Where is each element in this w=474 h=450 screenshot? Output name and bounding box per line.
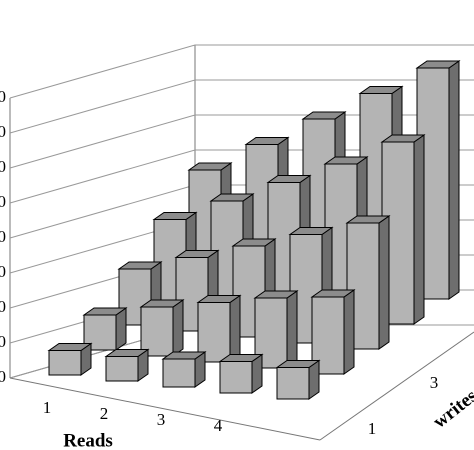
x-tick-label: 1 xyxy=(43,398,52,417)
bar xyxy=(139,299,185,357)
bar-front xyxy=(162,358,196,388)
bar-side xyxy=(286,290,298,369)
x-tick-label: 3 xyxy=(157,410,166,429)
bar xyxy=(218,353,264,394)
bar-side xyxy=(413,134,425,325)
bar xyxy=(161,351,207,388)
bar xyxy=(47,342,93,376)
bar-side xyxy=(172,299,184,357)
bar-side xyxy=(378,215,390,350)
bar-side xyxy=(343,289,355,375)
x-tick-label: 4 xyxy=(214,416,223,435)
bar xyxy=(275,359,321,400)
y-tick-label: 40 xyxy=(0,227,6,246)
z-tick-label: 3 xyxy=(430,373,439,392)
floor-edge xyxy=(319,331,474,441)
bar-front xyxy=(140,306,174,357)
z-tick-label: 1 xyxy=(368,419,377,438)
y-tick-label: 10 xyxy=(0,332,6,351)
y-tick-label: 80 xyxy=(0,87,6,106)
bar xyxy=(310,289,356,375)
bar-side xyxy=(229,294,241,363)
y-tick-label: 60 xyxy=(0,157,6,176)
bar-front xyxy=(276,367,310,400)
z-axis-label: writes xyxy=(429,386,474,433)
grid-line xyxy=(9,79,474,134)
y-tick-label: 70 xyxy=(0,122,6,141)
bar-side xyxy=(448,60,460,300)
y-tick-label: 50 xyxy=(0,192,6,211)
bar-front xyxy=(219,361,253,394)
bar-front xyxy=(48,350,82,376)
x-tick-label: 2 xyxy=(100,404,109,423)
x-axis-label: Reads xyxy=(63,430,113,450)
y-tick-label: 30 xyxy=(0,262,6,281)
bar xyxy=(104,348,150,382)
floor-edge xyxy=(9,377,321,441)
y-tick-label: 20 xyxy=(0,297,6,316)
bar-front xyxy=(105,356,139,382)
y-tick-label: 0 xyxy=(0,367,6,386)
grid-line xyxy=(9,44,474,99)
bars xyxy=(47,60,461,400)
